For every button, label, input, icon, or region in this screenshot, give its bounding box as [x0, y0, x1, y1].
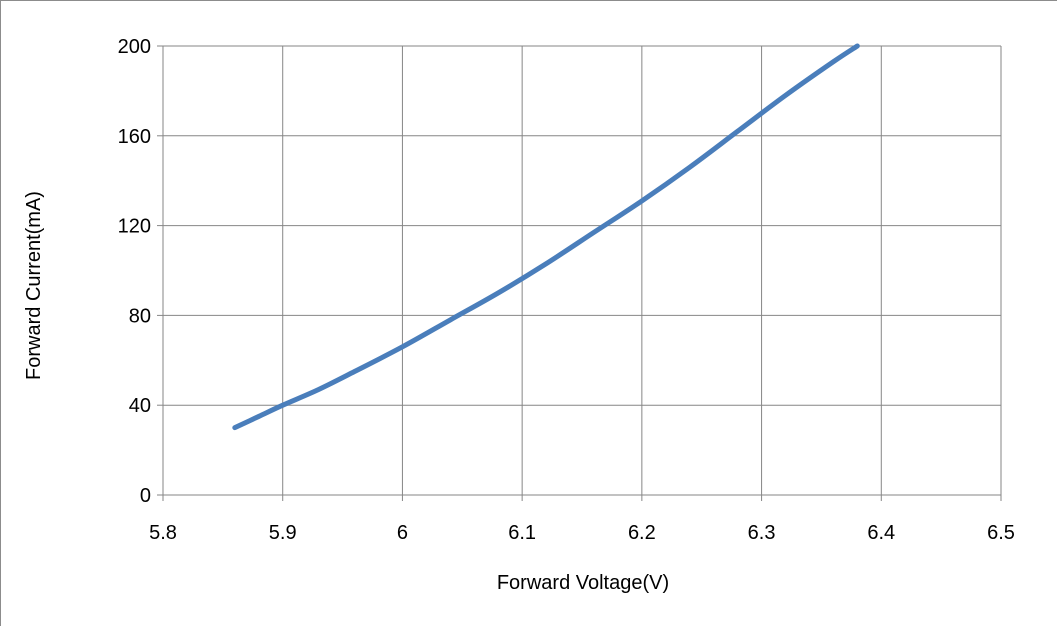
x-tick-label: 5.9: [269, 522, 297, 544]
x-tick-label: 6.2: [628, 522, 656, 544]
y-tick-label: 160: [118, 126, 151, 148]
tick-labels: 0 40 80 120 160 200 5.8 5.9 6 6.1 6.2 6.3 6.4 6.5: [118, 36, 1015, 544]
y-tick-label: 80: [129, 305, 151, 327]
axes: [157, 45, 1002, 501]
x-tick-label: 6.4: [867, 522, 895, 544]
y-tick-label: 0: [140, 485, 151, 507]
x-axis-title: Forward Voltage(V): [497, 572, 669, 594]
y-tick-label: 120: [118, 216, 151, 238]
y-axis-title: Forward Current(mA): [23, 191, 45, 380]
x-tick-label: 6.5: [987, 522, 1015, 544]
x-tick-label: 6.1: [508, 522, 536, 544]
x-tick-label: 5.8: [149, 522, 177, 544]
series-line: [232, 43, 860, 431]
x-tick-label: 6.3: [748, 522, 776, 544]
x-tick-label: 6: [397, 522, 408, 544]
grid-lines: [163, 45, 1002, 495]
y-tick-label: 40: [129, 395, 151, 417]
series-layer: [232, 43, 860, 431]
y-tick-label: 200: [118, 36, 151, 58]
